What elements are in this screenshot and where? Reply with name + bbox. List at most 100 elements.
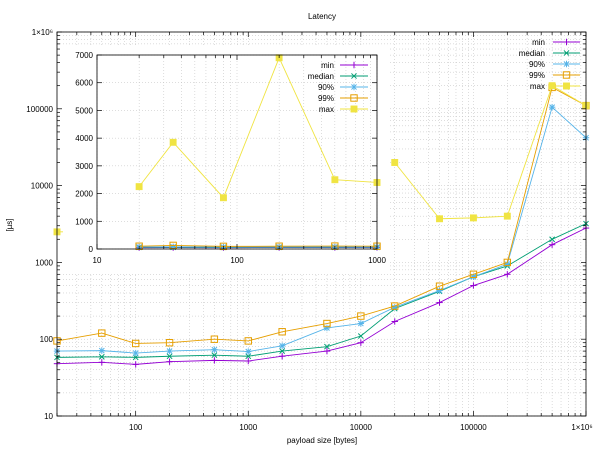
inset-point-max [169, 138, 177, 146]
inset-point-max [135, 183, 143, 191]
main-point-min [278, 353, 286, 360]
inset-line-max [138, 56, 378, 199]
main-legend-entry-median: median [519, 49, 580, 58]
main-point-99pct [357, 312, 365, 320]
main-legend-label-max: max [530, 82, 545, 91]
main-legend-entry-90pct: 90% [529, 60, 580, 69]
main-point-min [323, 347, 331, 355]
main-point-99pct [165, 339, 174, 347]
inset-y-tick-label: 7000 [75, 51, 93, 60]
main-point-99pct [323, 319, 331, 328]
inset-y-tick-label: 5000 [75, 106, 93, 115]
main-point-median [211, 352, 218, 359]
y-tick-label: 100000 [26, 105, 53, 114]
main-point-99pct [469, 270, 478, 278]
legends: min median 90% 99% max min median 90% 99% max [308, 38, 580, 114]
main-plot-frame [56, 31, 587, 417]
main-point-99pct [391, 302, 399, 310]
inset-legend-label-min: min [321, 61, 334, 70]
inset-legend-marker-max [350, 105, 358, 113]
inset-plot-frame [96, 54, 378, 250]
inset-y-tick-label: 0 [89, 245, 94, 254]
main-legend-marker-max [563, 82, 570, 90]
main-line-max [394, 85, 586, 220]
main-point-min [245, 357, 252, 365]
inset-y-tick-label: 4000 [75, 134, 93, 143]
main-point-99pct [435, 282, 444, 290]
y-tick-label: 100 [40, 335, 54, 344]
main-point-median [132, 354, 139, 361]
main-point-99pct [98, 329, 106, 337]
x-tick-label: 10000 [350, 423, 373, 432]
main-point-median [324, 343, 330, 350]
main-point-max [503, 212, 511, 220]
main-legend-marker-90pct [563, 60, 570, 68]
inset-point-99pct [275, 242, 283, 250]
inset-line-99pct [139, 244, 378, 247]
x-tick-label: 100 [129, 423, 143, 432]
main-point-min [504, 271, 511, 278]
inset-point-99pct [135, 242, 143, 250]
main-point-99pct [244, 337, 252, 345]
main-legend-label-median: median [519, 49, 545, 58]
main-point-90pct [166, 347, 173, 355]
inset-x-tick-label: 1000 [368, 256, 386, 265]
main-legend-entry-min: min [532, 38, 580, 47]
main-point-min [548, 241, 556, 248]
main-point-median [279, 348, 286, 355]
y-tick-label: 1×10⁶ [32, 28, 53, 37]
inset-legend-marker-99pct [350, 94, 358, 102]
main-point-99pct [503, 258, 512, 267]
main-point-min [98, 359, 105, 366]
inset-legend-marker-90pct [350, 83, 358, 91]
inset-y-tick-label: 6000 [75, 79, 93, 88]
inset-panel [45, 47, 389, 273]
main-point-90pct [278, 342, 286, 350]
inset-legend-entry-median: median [308, 72, 368, 81]
main-point-99pct [278, 328, 286, 336]
x-tick-label: 1000 [239, 423, 257, 432]
inset-legend-marker-min [350, 61, 358, 69]
main-point-median [549, 236, 556, 243]
main-point-max [436, 215, 443, 223]
inset-legend-label-max: max [319, 105, 334, 114]
main-legend-entry-max: max [530, 82, 580, 91]
inset-legend-entry-90pct: 90% [318, 83, 368, 92]
main-point-min [132, 361, 139, 368]
main-point-90pct [245, 348, 252, 355]
inset-axes: 10 100 1000 0 1000 2000 3000 4000 5000 6000 7000 [75, 51, 386, 265]
main-point-median [245, 353, 252, 360]
inset-legend-label-90pct: 90% [318, 83, 334, 92]
inset-y-tick-label: 2000 [75, 190, 93, 199]
main-point-max [469, 214, 477, 222]
main-legend-entry-99pct: 99% [529, 71, 580, 80]
main-point-90pct [323, 324, 331, 332]
main-point-min [166, 358, 173, 365]
main-point-90pct [132, 349, 139, 357]
main-legend-label-99pct: 99% [529, 71, 545, 80]
main-legend-label-90pct: 90% [529, 60, 545, 69]
main-point-90pct [98, 347, 105, 354]
main-point-min [211, 357, 218, 364]
inset-y-tick-label: 3000 [75, 162, 93, 171]
main-point-median [166, 353, 173, 360]
main-axes: 100 1000 10000 100000 1×10⁶10100100010000100… [26, 28, 592, 432]
inset-x-tick-label: 100 [230, 256, 244, 265]
main-legend-marker-median [563, 50, 570, 56]
main-point-90pct [436, 287, 443, 294]
main-legend-marker-99pct [562, 71, 571, 79]
main-point-99pct [131, 339, 140, 348]
main-point-max [391, 159, 399, 166]
main-point-99pct [210, 335, 219, 343]
x-tick-label: 100000 [460, 423, 487, 432]
chart-title: Latency [308, 12, 336, 21]
inset-y-tick-label: 1000 [75, 217, 93, 226]
inset-legend-label-median: median [308, 72, 334, 81]
main-series-max [391, 82, 590, 223]
y-tick-label: 10000 [31, 182, 54, 191]
inset-point-99pct [219, 242, 228, 251]
main-legend-marker-min [563, 38, 570, 46]
y-tick-label: 10 [44, 412, 53, 421]
inset-legend-marker-median [351, 73, 357, 79]
